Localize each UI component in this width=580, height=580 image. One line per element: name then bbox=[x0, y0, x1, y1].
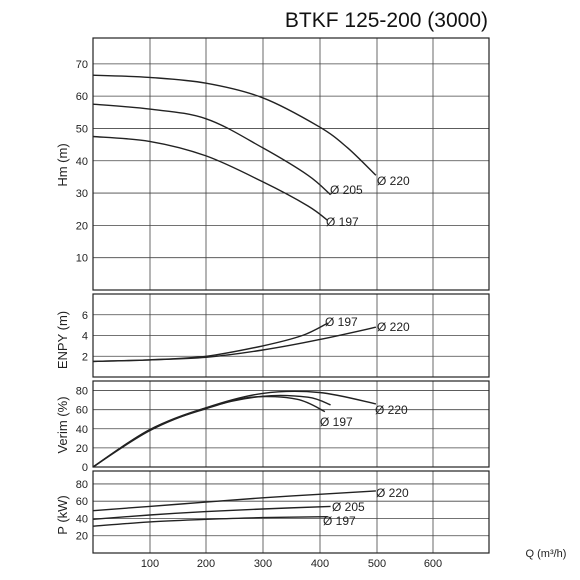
efficiency-ytick-label: 0 bbox=[82, 462, 88, 474]
head-ylabel: Hm (m) bbox=[55, 143, 70, 186]
power-curve-label: Ø 197 bbox=[323, 514, 356, 528]
x-axis-label: Q (m³/h) bbox=[526, 548, 567, 560]
power-ytick-label: 60 bbox=[76, 496, 88, 508]
power-ytick-label: 20 bbox=[76, 531, 88, 543]
efficiency-ytick-label: 60 bbox=[76, 405, 88, 417]
npsh-curve-220 bbox=[92, 326, 377, 363]
power-frame bbox=[92, 470, 490, 554]
head-frame bbox=[92, 37, 490, 291]
head-curve-label: Ø 197 bbox=[326, 215, 359, 229]
chart-title: BTKF 125-200 (3000) bbox=[285, 9, 488, 32]
head-ytick-label: 30 bbox=[76, 188, 88, 200]
power-curve-197 bbox=[92, 516, 328, 527]
x-tick-label: 300 bbox=[254, 558, 272, 570]
npsh-frame bbox=[92, 293, 490, 378]
efficiency-ytick-label: 20 bbox=[76, 443, 88, 455]
efficiency-ytick-label: 80 bbox=[76, 386, 88, 398]
x-tick-label: 100 bbox=[141, 558, 159, 570]
power-curve-205 bbox=[92, 505, 331, 520]
npsh-curve-label: Ø 220 bbox=[377, 320, 410, 334]
npsh-ytick-label: 6 bbox=[82, 310, 88, 322]
head-curve-197 bbox=[92, 135, 329, 222]
power-curve-220 bbox=[92, 490, 376, 512]
x-tick-label: 200 bbox=[197, 558, 215, 570]
npsh-curve-197 bbox=[92, 322, 329, 363]
head-curve-label: Ø 220 bbox=[377, 174, 410, 188]
efficiency-curve-197 bbox=[92, 395, 326, 468]
npsh-ytick-label: 2 bbox=[82, 351, 88, 363]
npsh-panel: 2 4 6 ENPY (m) Ø 197 Ø 220 bbox=[55, 293, 490, 378]
power-ytick-label: 40 bbox=[76, 513, 88, 525]
power-curve-label: Ø 205 bbox=[332, 500, 365, 514]
head-curve-205 bbox=[92, 103, 332, 196]
efficiency-curve-label: Ø 220 bbox=[375, 403, 408, 417]
efficiency-frame bbox=[92, 380, 490, 468]
head-ytick-label: 40 bbox=[76, 156, 88, 168]
efficiency-curve-220 bbox=[92, 390, 377, 468]
head-ytick-label: 20 bbox=[76, 220, 88, 232]
head-curve-220 bbox=[92, 74, 377, 176]
head-ytick-label: 60 bbox=[76, 91, 88, 103]
npsh-curve-label: Ø 197 bbox=[325, 315, 358, 329]
head-ytick-label: 70 bbox=[76, 59, 88, 71]
efficiency-curve-label: Ø 197 bbox=[320, 415, 353, 429]
head-ytick-label: 10 bbox=[76, 253, 88, 265]
npsh-ylabel: ENPY (m) bbox=[55, 311, 70, 369]
head-curve-label: Ø 205 bbox=[330, 183, 363, 197]
efficiency-panel: 0 20 40 60 80 Verim (%) Ø 220 Ø 197 bbox=[55, 380, 490, 474]
power-curve-label: Ø 220 bbox=[376, 486, 409, 500]
efficiency-ytick-label: 40 bbox=[76, 424, 88, 436]
head-panel: 10 20 30 40 50 60 70 Hm (m) Ø 220 Ø 205 Ø 197 bbox=[55, 37, 490, 291]
x-tick-label: 600 bbox=[424, 558, 442, 570]
head-ytick-label: 50 bbox=[76, 123, 88, 135]
efficiency-ylabel: Verim (%) bbox=[55, 396, 70, 453]
power-ylabel: P (kW) bbox=[55, 495, 70, 534]
npsh-ytick-label: 4 bbox=[82, 331, 88, 343]
x-tick-label: 500 bbox=[368, 558, 386, 570]
x-tick-label: 400 bbox=[311, 558, 329, 570]
power-ytick-label: 80 bbox=[76, 479, 88, 491]
